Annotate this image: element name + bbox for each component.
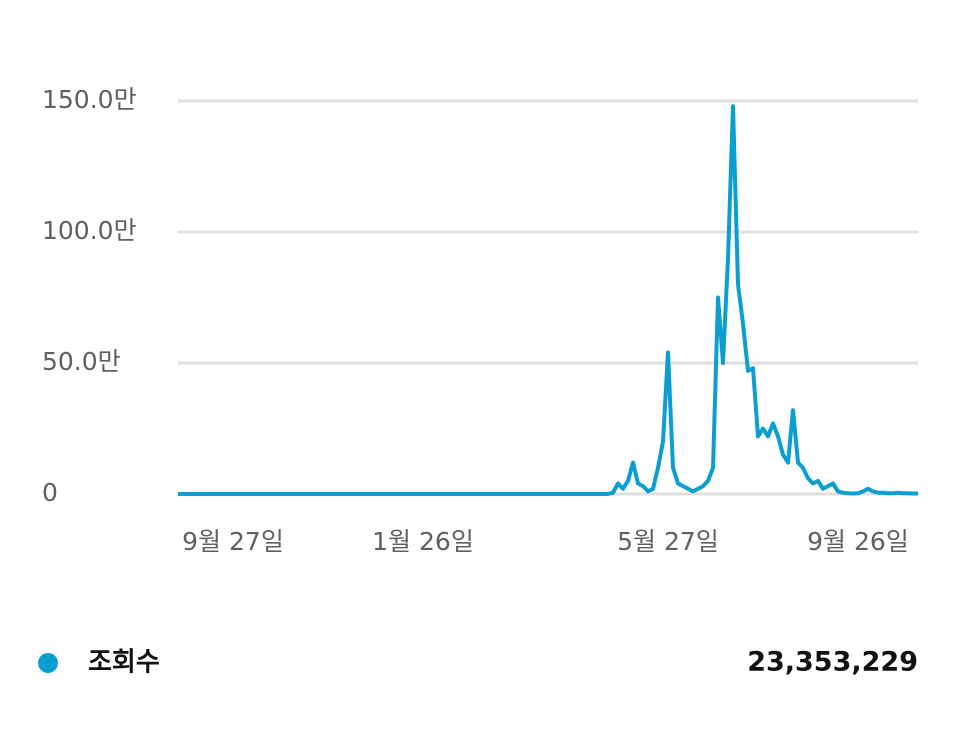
x-tick-label: 5월 27일 <box>617 527 719 556</box>
x-tick-label: 1월 26일 <box>372 527 474 556</box>
data-line <box>178 104 918 496</box>
y-tick-label: 0 <box>42 478 58 507</box>
y-tick-label: 150.0만 <box>42 85 137 114</box>
legend-swatch <box>38 653 58 673</box>
total-value: 23,353,229 <box>747 647 918 678</box>
x-tick-label: 9월 27일 <box>182 527 284 556</box>
x-tick-label: 9월 26일 <box>807 527 909 556</box>
y-tick-label: 100.0만 <box>42 216 137 245</box>
legend-label: 조회수 <box>88 648 160 678</box>
y-tick-label: 50.0만 <box>42 347 121 376</box>
